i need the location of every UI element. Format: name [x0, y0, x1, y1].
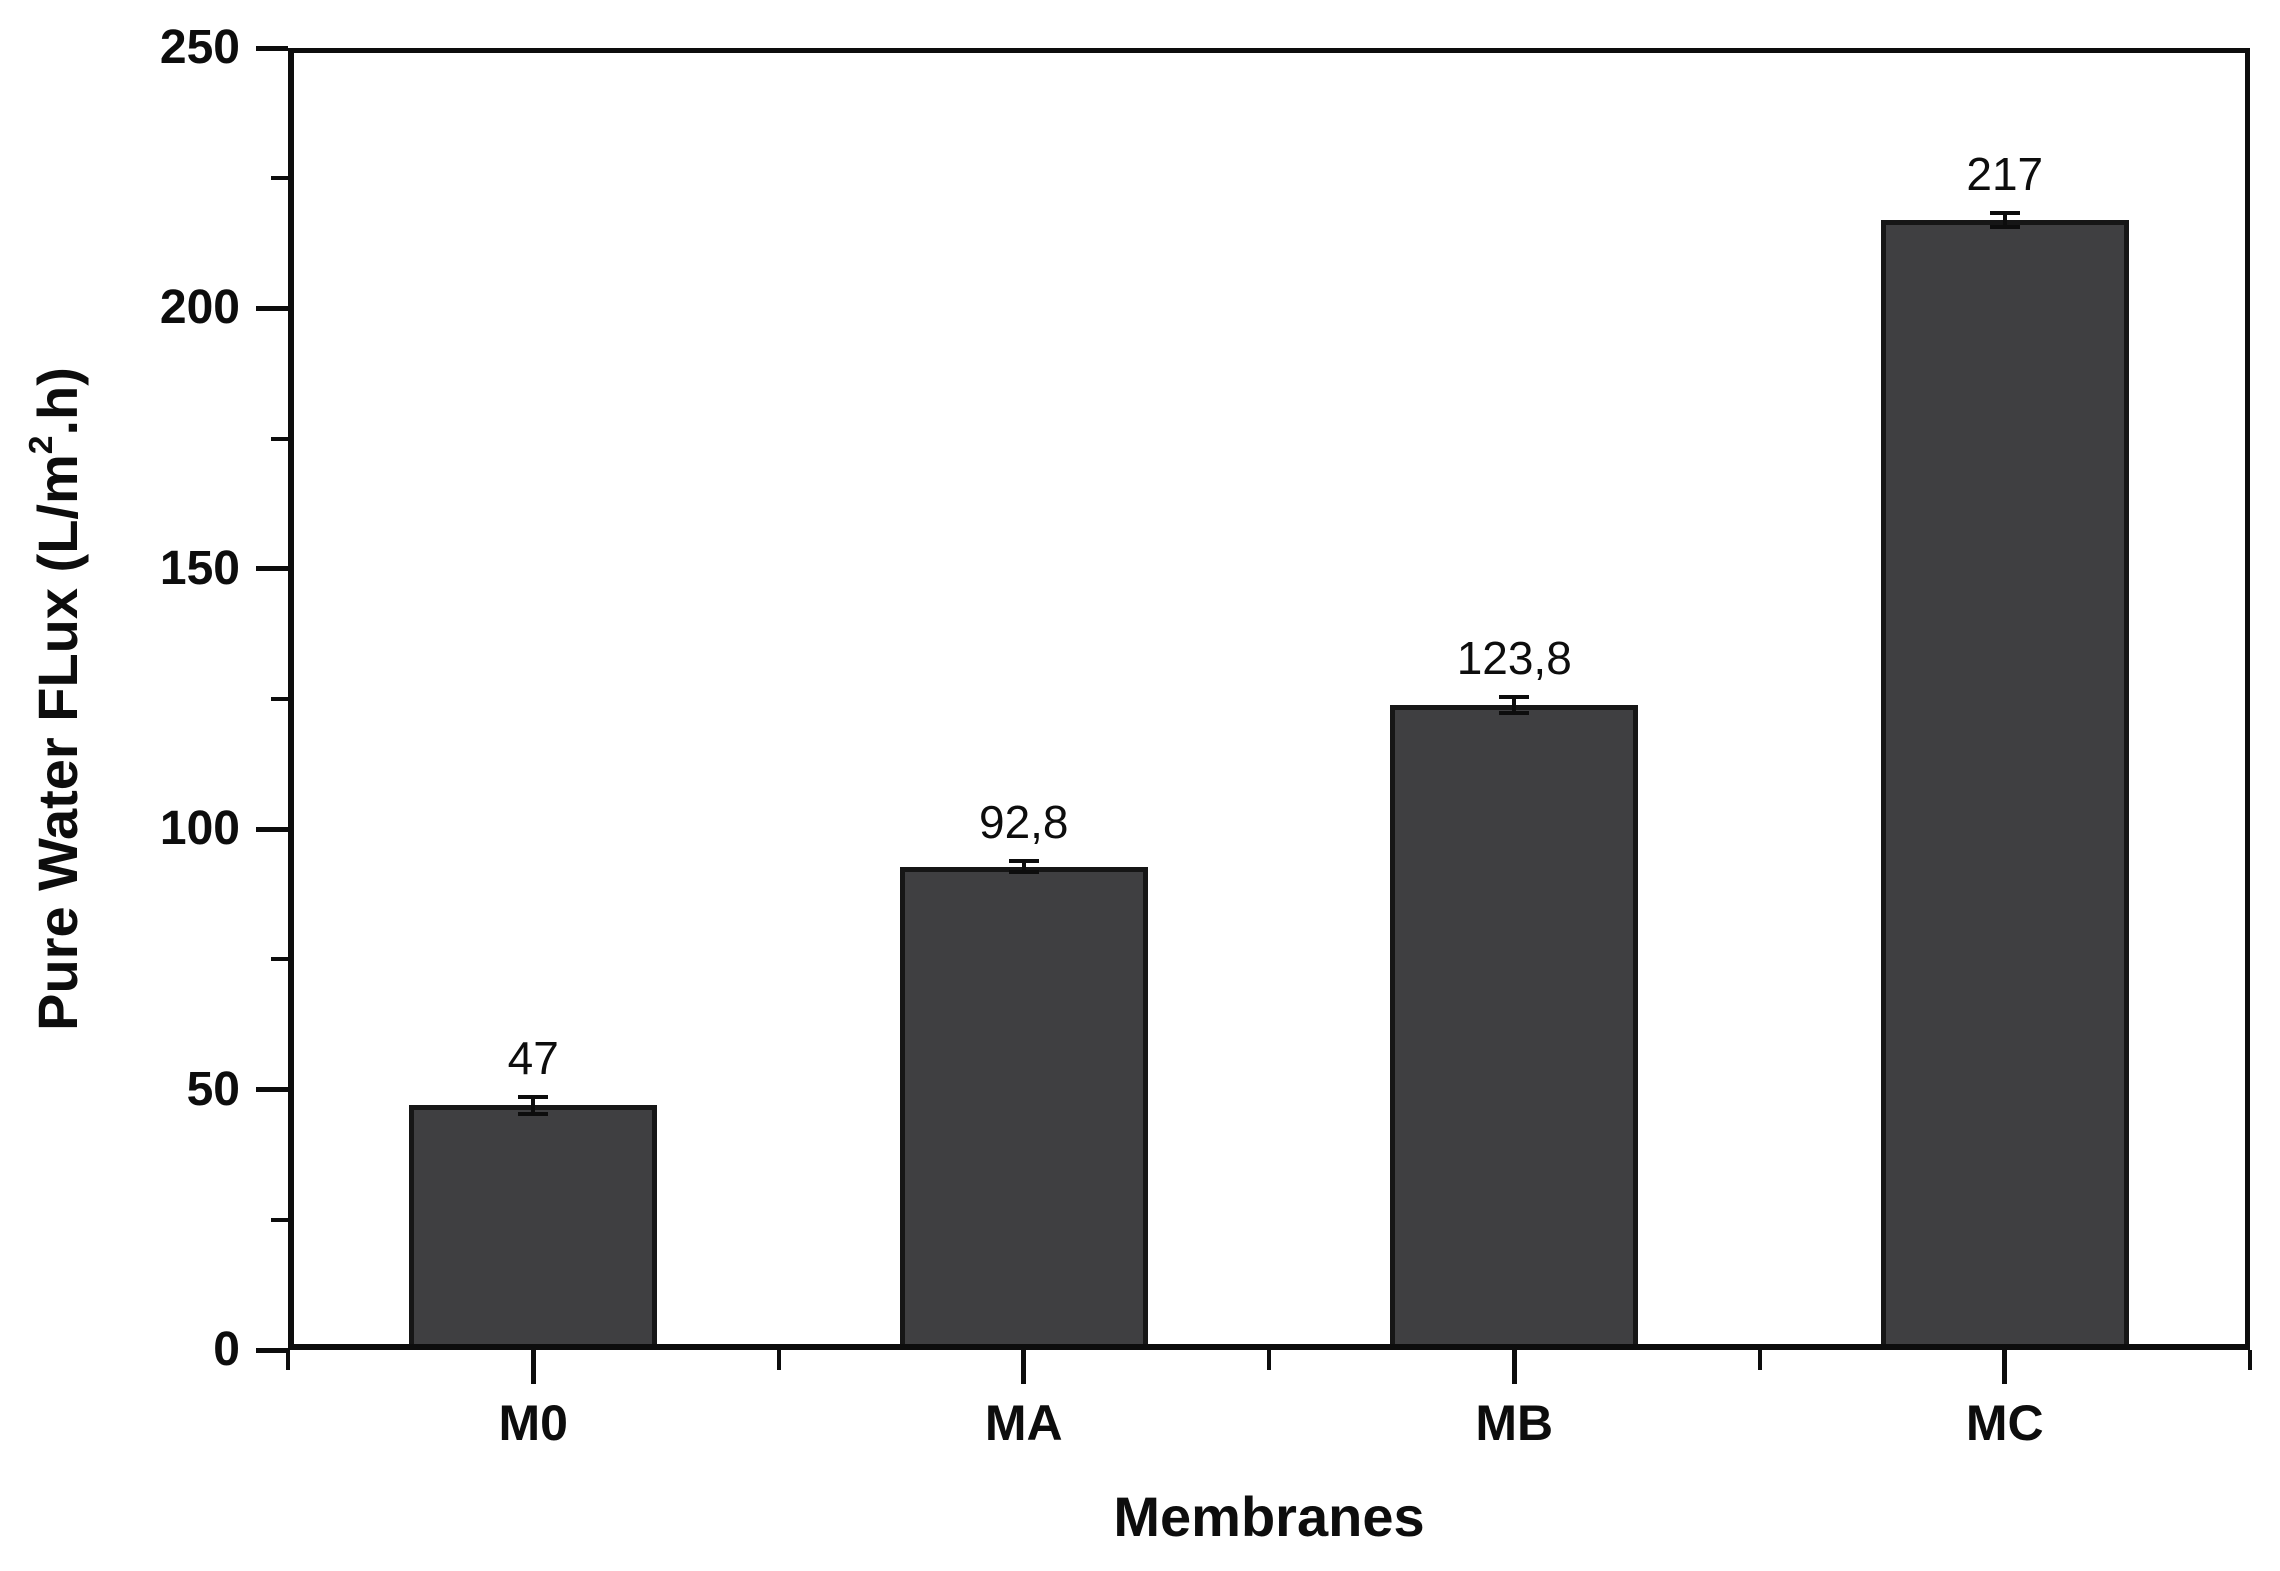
- x-tick-label: M0: [498, 1395, 568, 1451]
- y-major-tick: [256, 305, 288, 311]
- x-tick-label: MB: [1475, 1395, 1554, 1451]
- error-bar-line: [1512, 697, 1517, 714]
- x-major-tick: [1021, 1350, 1027, 1384]
- y-major-tick: [256, 826, 288, 832]
- bar-value-label: 47: [507, 1031, 559, 1084]
- x-minor-tick: [2248, 1350, 2252, 1370]
- error-bar-cap: [518, 1094, 549, 1099]
- y-tick-label: 50: [186, 1062, 240, 1116]
- y-major-tick: [256, 1087, 288, 1093]
- y-minor-tick: [271, 436, 288, 441]
- error-bar-cap: [518, 1111, 549, 1116]
- bar: [1390, 705, 1639, 1350]
- error-bar-cap: [1499, 711, 1530, 716]
- x-minor-tick: [286, 1350, 290, 1370]
- y-tick-label: 150: [159, 541, 240, 595]
- bar: [1880, 219, 2129, 1350]
- y-axis-title: Pure Water FLux (L/m2.h): [23, 367, 89, 1031]
- y-axis-title-superscript: 2: [23, 435, 61, 455]
- error-bar-line: [1021, 861, 1026, 872]
- error-bar-cap: [1008, 869, 1039, 874]
- error-bar-cap: [1008, 859, 1039, 864]
- bar-value-label: 92,8: [978, 796, 1069, 849]
- y-axis-title-text: Pure Water FLux (L/m: [26, 454, 89, 1031]
- x-major-tick: [530, 1350, 536, 1384]
- x-tick-label: MC: [1965, 1395, 2044, 1451]
- x-axis-title: Membranes: [1113, 1485, 1425, 1548]
- x-major-tick: [1511, 1350, 1517, 1384]
- bar: [409, 1105, 658, 1350]
- x-minor-tick: [776, 1350, 781, 1370]
- bar-value-label: 123,8: [1456, 632, 1572, 685]
- y-tick-label: 0: [213, 1323, 240, 1376]
- y-major-tick: [256, 1347, 288, 1353]
- y-tick-label: 200: [159, 281, 240, 335]
- y-minor-tick: [271, 957, 288, 962]
- bar: [899, 866, 1148, 1350]
- y-axis-title-unit: .h): [26, 367, 89, 436]
- error-bar-cap: [1499, 695, 1530, 700]
- y-major-tick: [256, 566, 288, 572]
- y-tick-label: 250: [159, 21, 240, 74]
- y-tick-label: 100: [159, 802, 240, 856]
- error-bar-cap: [1989, 225, 2020, 230]
- y-minor-tick: [271, 1217, 288, 1222]
- error-bar-line: [2002, 212, 2007, 228]
- error-bar-cap: [1989, 210, 2020, 215]
- bar-value-label: 217: [1966, 147, 2044, 200]
- y-major-tick: [256, 45, 288, 51]
- x-minor-tick: [1267, 1350, 1271, 1370]
- x-tick-label: MA: [984, 1395, 1063, 1451]
- x-minor-tick: [1757, 1350, 1762, 1370]
- error-bar-line: [531, 1096, 536, 1114]
- y-minor-tick: [271, 697, 288, 701]
- y-minor-tick: [271, 176, 288, 181]
- x-major-tick: [2002, 1350, 2008, 1384]
